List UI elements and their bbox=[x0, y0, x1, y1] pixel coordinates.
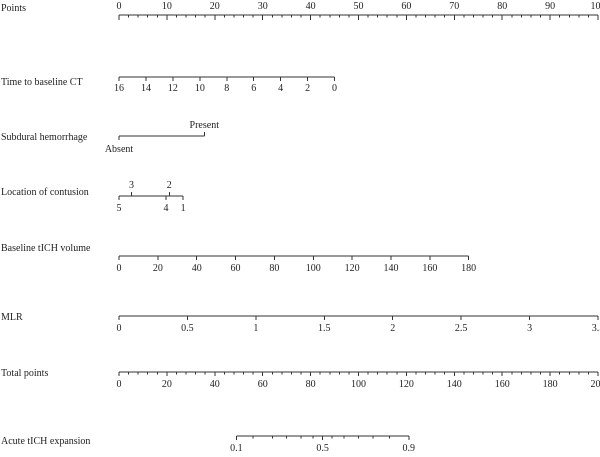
tick-label: 0.5 bbox=[316, 443, 329, 454]
level-label: 5 bbox=[117, 203, 122, 214]
level-label: Present bbox=[190, 120, 220, 131]
tick-label: 60 bbox=[258, 379, 268, 390]
level-label: 2 bbox=[167, 180, 172, 191]
tick-label: 80 bbox=[306, 379, 316, 390]
tick-label: 20 bbox=[210, 1, 220, 12]
tick-label: 60 bbox=[231, 263, 241, 274]
tick-label: 3.5 bbox=[592, 323, 600, 334]
axis-total-points: 0 20 40 60 80 100 120 140 160 180 200 bbox=[117, 371, 600, 390]
axis-baseline-tich-volume: 0 20 40 60 80 100 120 140 160 180 bbox=[117, 255, 476, 274]
axis-label-baseline-tich-volume: Baseline tICH volume bbox=[1, 243, 91, 254]
tick-label: 0 bbox=[332, 83, 337, 94]
tick-label: 70 bbox=[449, 1, 459, 12]
tick-label: 16 bbox=[114, 83, 124, 94]
level-label: 4 bbox=[163, 203, 168, 214]
tick-label: 120 bbox=[399, 379, 414, 390]
tick-label: 0.1 bbox=[230, 443, 243, 454]
tick-label: 8 bbox=[224, 83, 229, 94]
tick-label: 40 bbox=[192, 263, 202, 274]
tick-label: 0 bbox=[117, 1, 122, 12]
tick-label: 20 bbox=[162, 379, 172, 390]
tick-label: 80 bbox=[269, 263, 279, 274]
tick-label: 180 bbox=[461, 263, 476, 274]
tick-label: 14 bbox=[141, 83, 151, 94]
tick-label: 160 bbox=[422, 263, 437, 274]
tick-label: 50 bbox=[354, 1, 364, 12]
tick-label: 0 bbox=[117, 323, 122, 334]
axis-subdural-hemorrhage: Absent Present bbox=[105, 120, 219, 155]
level-label: 3 bbox=[129, 180, 134, 191]
tick-label: 20 bbox=[153, 263, 163, 274]
tick-label: 1.5 bbox=[318, 323, 331, 334]
axis-label-mlr: MLR bbox=[1, 312, 23, 323]
tick-label: 0.9 bbox=[403, 443, 416, 454]
tick-label: 200 bbox=[591, 379, 600, 390]
level-label: 1 bbox=[181, 203, 186, 214]
tick-label: 0 bbox=[117, 379, 122, 390]
tick-label: 40 bbox=[306, 1, 316, 12]
tick-label: 4 bbox=[278, 83, 283, 94]
tick-label: 2 bbox=[305, 83, 310, 94]
axis-label-location-of-contusion: Location of contusion bbox=[1, 187, 89, 198]
tick-label: 60 bbox=[401, 1, 411, 12]
tick-label: 40 bbox=[210, 379, 220, 390]
tick-label: 100 bbox=[591, 1, 600, 12]
tick-label: 12 bbox=[168, 83, 178, 94]
tick-label: 0.5 bbox=[181, 323, 194, 334]
axis-acute-tich-expansion: 0.1 0.5 0.9 bbox=[230, 435, 416, 454]
tick-label: 160 bbox=[495, 379, 510, 390]
tick-label: 100 bbox=[306, 263, 321, 274]
axis-mlr: 0 0.5 1 1.5 2 2.5 3 3.5 bbox=[117, 315, 600, 334]
tick-label: 2 bbox=[390, 323, 395, 334]
tick-label: 2.5 bbox=[455, 323, 468, 334]
tick-label: 10 bbox=[162, 1, 172, 12]
level-label: Absent bbox=[105, 144, 134, 155]
tick-label: 6 bbox=[251, 83, 256, 94]
axis-label-time-to-baseline-ct: Time to baseline CT bbox=[1, 77, 83, 88]
tick-label: 3 bbox=[527, 323, 532, 334]
tick-label: 180 bbox=[543, 379, 558, 390]
tick-label: 10 bbox=[195, 83, 205, 94]
tick-label: 0 bbox=[117, 263, 122, 274]
axis-label-total-points: Total points bbox=[1, 368, 48, 379]
axis-points: 0 10 20 30 40 50 60 70 80 90 100 bbox=[117, 1, 600, 20]
tick-label: 140 bbox=[383, 263, 398, 274]
tick-label: 100 bbox=[351, 379, 366, 390]
tick-label: 1 bbox=[253, 323, 258, 334]
axis-label-acute-tich-expansion: Acute tICH expansion bbox=[1, 436, 90, 447]
tick-label: 30 bbox=[258, 1, 268, 12]
tick-label: 120 bbox=[345, 263, 360, 274]
axis-location-of-contusion: 5 3 4 2 1 bbox=[117, 180, 186, 214]
axis-label-points: Points bbox=[1, 3, 26, 14]
tick-label: 140 bbox=[447, 379, 462, 390]
axis-label-subdural-hemorrhage: Subdural hemorrhage bbox=[1, 132, 88, 143]
axis-time-to-baseline-ct: 16 14 12 10 8 6 4 2 0 bbox=[114, 76, 337, 94]
tick-label: 80 bbox=[497, 1, 507, 12]
tick-label: 90 bbox=[545, 1, 555, 12]
